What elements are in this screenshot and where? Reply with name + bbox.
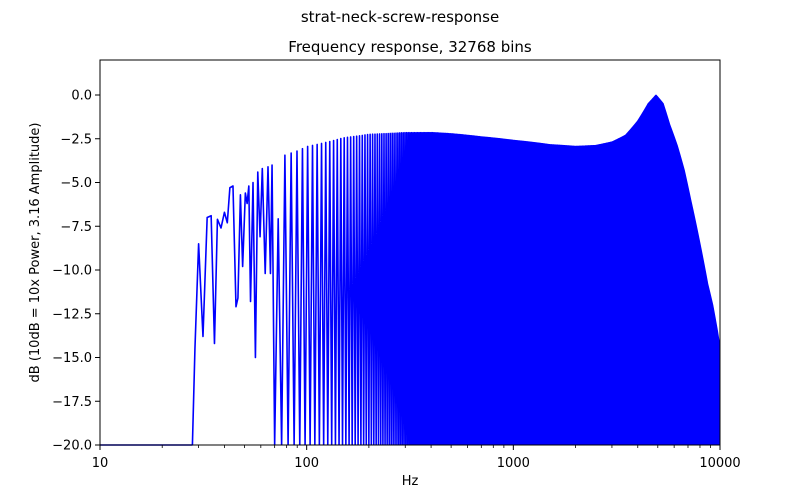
x-axis-ticks: 10 100 1000 10000 bbox=[92, 445, 741, 471]
y-tick-label: −17.5 bbox=[52, 395, 92, 410]
y-tick-label: −15.0 bbox=[52, 351, 92, 366]
x-tick-label: 10 bbox=[92, 456, 109, 471]
y-tick-label: −2.5 bbox=[60, 132, 92, 147]
y-tick-label: −7.5 bbox=[60, 220, 92, 235]
data-layer bbox=[100, 94, 720, 446]
x-axis-label: Hz bbox=[402, 474, 419, 489]
y-tick-label: −12.5 bbox=[52, 307, 92, 322]
series-line bbox=[191, 94, 720, 445]
y-tick-label: −20.0 bbox=[52, 439, 92, 454]
figure-suptitle: strat-neck-screw-response bbox=[301, 8, 499, 26]
chart-title: Frequency response, 32768 bins bbox=[288, 38, 532, 56]
x-tick-label: 1000 bbox=[497, 456, 530, 471]
plot-frame bbox=[99, 59, 721, 446]
y-tick-label: −5.0 bbox=[60, 176, 92, 191]
y-tick-label: 0.0 bbox=[71, 89, 92, 104]
x-tick-label: 10000 bbox=[699, 456, 740, 471]
y-tick-label: −10.0 bbox=[52, 264, 92, 279]
y-axis-ticks: 0.0 −2.5 −5.0 −7.5 −10.0 −12.5 −15.0 −17.5 −20.0 bbox=[52, 89, 100, 454]
y-axis-label: dB (10dB = 10x Power, 3.16 Amplitude) bbox=[28, 123, 43, 383]
x-tick-label: 100 bbox=[294, 456, 319, 471]
